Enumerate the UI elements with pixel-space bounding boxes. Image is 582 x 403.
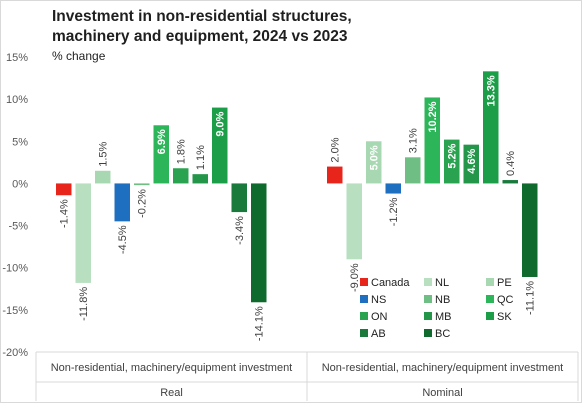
y-tick-label: 15%: [6, 52, 28, 64]
legend-swatch-ab: [360, 329, 368, 337]
legend-label-nl: NL: [435, 277, 449, 289]
legend-swatch-bc: [424, 329, 432, 337]
legend-swatch-mb: [424, 312, 432, 320]
y-tick-label: -15%: [2, 305, 28, 317]
y-tick-label: -20%: [2, 347, 28, 359]
bar-ab: [502, 180, 518, 184]
data-label: 9.0%: [215, 111, 227, 136]
data-label: 5.2%: [447, 143, 459, 168]
legend-label-nb: NB: [435, 294, 450, 306]
legend-label-mb: MB: [435, 311, 452, 323]
legend-label-sk: SK: [497, 311, 512, 323]
data-label: 1.1%: [195, 145, 207, 170]
data-label: -1.2%: [388, 197, 400, 226]
legend-label-pe: PE: [497, 277, 512, 289]
legend-label-bc: BC: [435, 328, 450, 340]
legend-swatch-canada: [360, 278, 368, 286]
legend-label-ab: AB: [371, 328, 386, 340]
data-label: 4.6%: [466, 148, 478, 173]
bar-nb: [134, 183, 150, 186]
data-label: 5.0%: [369, 145, 381, 170]
bar-ns: [385, 183, 401, 194]
legend-swatch-qc: [486, 295, 494, 303]
bar-qc: [153, 125, 169, 184]
data-label: -0.2%: [137, 189, 149, 218]
bar-canada: [327, 166, 343, 184]
bar-bc: [522, 183, 538, 277]
legend-swatch-pe: [486, 278, 494, 286]
y-tick-label: 0%: [12, 178, 28, 190]
y-tick-label: -5%: [8, 221, 28, 233]
bar-sk: [212, 107, 228, 184]
bar-mb: [463, 144, 479, 184]
bar-nb: [405, 157, 421, 184]
legend-label-qc: QC: [497, 294, 514, 306]
bar-qc: [424, 97, 440, 184]
bar-canada: [56, 183, 72, 196]
y-tick-label: 5%: [12, 136, 28, 148]
chart-title: Investment in non-residential structures…: [52, 8, 352, 45]
data-label: -14.1%: [254, 306, 266, 341]
legend-swatch-nl: [424, 278, 432, 286]
legend-swatch-on: [360, 312, 368, 320]
chart-subtitle: % change: [52, 49, 106, 63]
bar-nl: [75, 183, 91, 283]
category-label: Non-residential, machinery/equipment inv…: [322, 362, 564, 374]
legend-label-ns: NS: [371, 294, 386, 306]
data-label: -11.1%: [525, 281, 537, 315]
data-label: 1.8%: [176, 139, 188, 164]
data-label: -11.8%: [78, 287, 90, 321]
legend-swatch-sk: [486, 312, 494, 320]
legend-label-canada: Canada: [371, 277, 410, 289]
data-label: -3.4%: [234, 216, 246, 245]
bar-pe: [95, 170, 111, 184]
y-tick-label: -10%: [2, 263, 28, 275]
bar-sk: [483, 71, 499, 184]
y-tick-label: 10%: [6, 94, 28, 106]
data-label: 3.1%: [408, 128, 420, 153]
data-label: -9.0%: [349, 263, 361, 292]
data-label: -1.4%: [59, 199, 71, 228]
legend-label-on: ON: [371, 311, 388, 323]
bar-pe: [366, 141, 382, 184]
bar-mb: [192, 174, 208, 184]
data-label: 13.3%: [486, 75, 498, 106]
bar-on: [173, 168, 189, 184]
data-label: 1.5%: [98, 141, 110, 166]
bar-bc: [251, 183, 267, 303]
bar-ns: [114, 183, 130, 222]
bar-ab: [231, 183, 247, 213]
data-label: 6.9%: [156, 129, 168, 154]
data-label: 10.2%: [427, 101, 439, 132]
bar-nl: [346, 183, 362, 260]
group-label: Nominal: [422, 387, 462, 399]
legend-swatch-ns: [360, 295, 368, 303]
group-label: Real: [160, 387, 183, 399]
data-label: -4.5%: [117, 225, 129, 254]
category-label: Non-residential, machinery/equipment inv…: [51, 362, 293, 374]
bar-on: [444, 139, 460, 184]
legend-swatch-nb: [424, 295, 432, 303]
data-label: 0.4%: [505, 151, 517, 176]
data-label: 2.0%: [330, 137, 342, 162]
